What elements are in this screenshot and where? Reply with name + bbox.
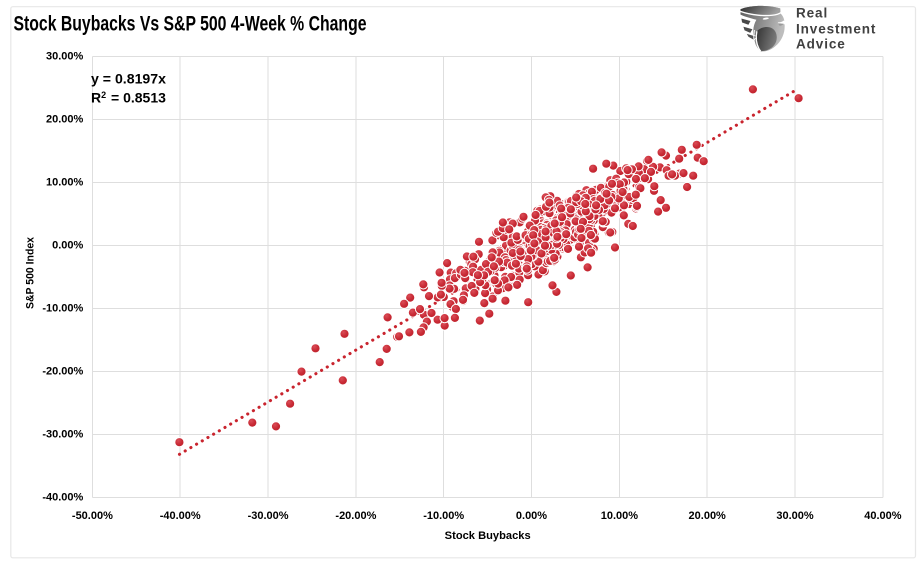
svg-text:-40.00%: -40.00%	[42, 491, 83, 503]
svg-text:R2 = 0.8513: R2 = 0.8513	[91, 90, 166, 106]
svg-text:-40.00%: -40.00%	[160, 510, 201, 522]
svg-text:Real: Real	[796, 6, 828, 21]
svg-text:-20.00%: -20.00%	[42, 365, 83, 377]
svg-text:-10.00%: -10.00%	[42, 302, 83, 314]
svg-text:-10.00%: -10.00%	[423, 510, 464, 522]
svg-text:-50.00%: -50.00%	[72, 510, 113, 522]
svg-text:S&P 500 Index: S&P 500 Index	[25, 236, 37, 309]
svg-text:30.00%: 30.00%	[776, 510, 814, 522]
svg-text:Stock Buybacks: Stock Buybacks	[445, 530, 531, 542]
svg-text:0.00%: 0.00%	[52, 239, 83, 251]
svg-text:40.00%: 40.00%	[864, 510, 902, 522]
svg-text:-30.00%: -30.00%	[248, 510, 289, 522]
svg-text:-20.00%: -20.00%	[335, 510, 376, 522]
svg-text:Investment: Investment	[796, 22, 876, 37]
svg-text:Stock Buybacks Vs S&P 500 4-We: Stock Buybacks Vs S&P 500 4-Week % Chang…	[14, 13, 367, 36]
svg-text:-30.00%: -30.00%	[42, 428, 83, 440]
svg-text:10.00%: 10.00%	[46, 176, 84, 188]
svg-text:y = 0.8197x: y = 0.8197x	[91, 71, 166, 87]
svg-text:30.00%: 30.00%	[46, 50, 84, 62]
svg-text:20.00%: 20.00%	[689, 510, 727, 522]
svg-text:20.00%: 20.00%	[46, 113, 84, 125]
svg-text:Advice: Advice	[796, 36, 846, 51]
svg-text:10.00%: 10.00%	[601, 510, 639, 522]
svg-text:0.00%: 0.00%	[516, 510, 547, 522]
